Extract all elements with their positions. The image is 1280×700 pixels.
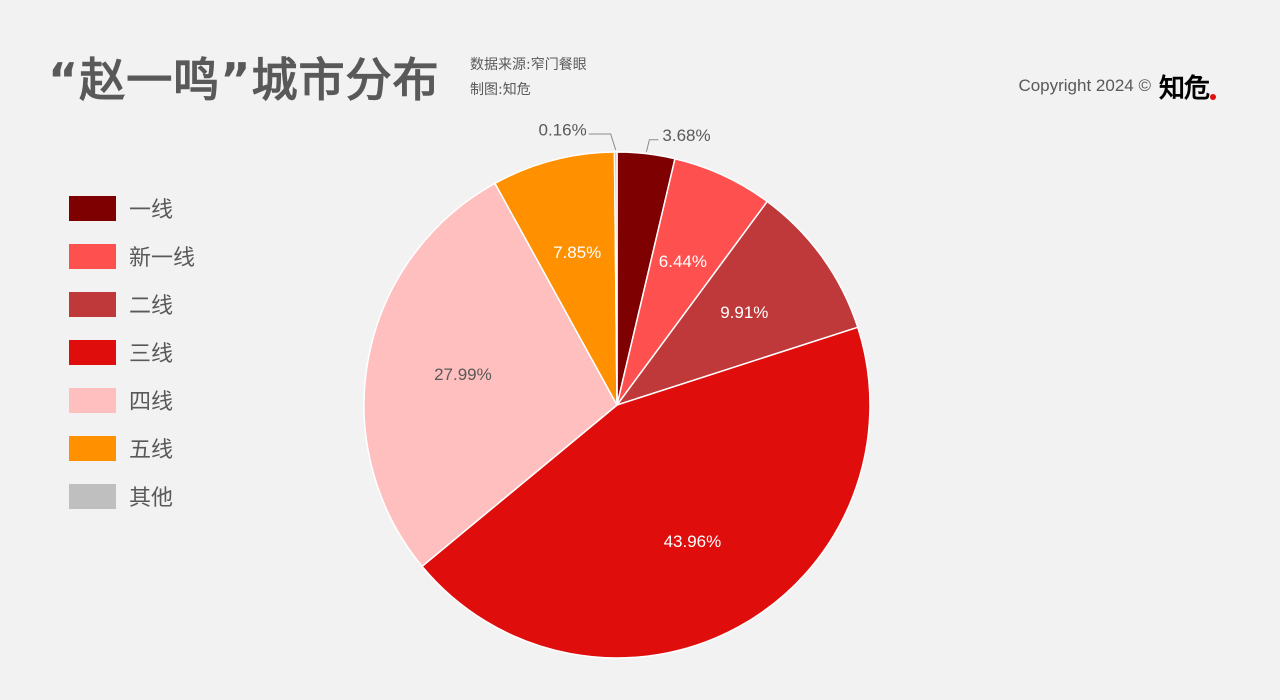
copyright: Copyright 2024 © 知危 [1018, 66, 1216, 106]
pie-slice [421, 326, 871, 659]
pie-slice [613, 151, 618, 406]
legend-swatch [69, 243, 116, 269]
pie-slice [493, 151, 618, 406]
brand-dot [1210, 93, 1216, 100]
legend-item: 四线 [69, 376, 195, 424]
source-block: 数据来源:窄门餐眼 制图:知危 [470, 53, 587, 103]
brand-logo: 知危 [1159, 68, 1216, 105]
legend-label: 新一线 [129, 246, 196, 271]
legend-label: 二线 [129, 294, 174, 319]
chart-legend: 一线新一线二线三线四线五线其他 [69, 184, 195, 520]
legend-label: 三线 [129, 342, 174, 367]
copyright-text: Copyright 2024 © [1018, 76, 1151, 95]
legend-label: 五线 [129, 438, 174, 463]
data-label: 7.85% [553, 243, 601, 262]
legend-swatch [69, 339, 116, 365]
legend-swatch [69, 387, 116, 413]
brand-name: 知危 [1158, 73, 1210, 104]
legend-swatch [69, 195, 116, 221]
data-label: 27.99% [434, 365, 492, 384]
leader-line [588, 133, 617, 151]
legend-label: 四线 [129, 390, 174, 415]
legend-label: 一线 [129, 198, 174, 223]
data-label: 0.16% [538, 120, 586, 139]
legend-item: 一线 [69, 184, 195, 232]
data-source-text: 数据来源:窄门餐眼 [470, 57, 587, 73]
legend-swatch [69, 483, 116, 509]
leader-line [645, 139, 659, 152]
legend-swatch [69, 435, 116, 461]
data-label: 9.91% [720, 303, 768, 322]
legend-item: 新一线 [69, 232, 195, 280]
pie-slice [615, 200, 859, 407]
pie-slice [363, 182, 618, 568]
data-label: 43.96% [664, 532, 722, 551]
legend-item: 三线 [69, 328, 195, 376]
page-title: “赵一鸣”城市分布 [48, 53, 440, 107]
legend-item: 其他 [69, 472, 195, 520]
legend-label: 其他 [129, 486, 174, 511]
data-label: 3.68% [662, 126, 710, 145]
legend-item: 二线 [69, 280, 195, 328]
data-label: 6.44% [659, 252, 707, 271]
legend-item: 五线 [69, 424, 195, 472]
author-text: 制图:知危 [470, 82, 531, 98]
legend-swatch [69, 291, 116, 317]
